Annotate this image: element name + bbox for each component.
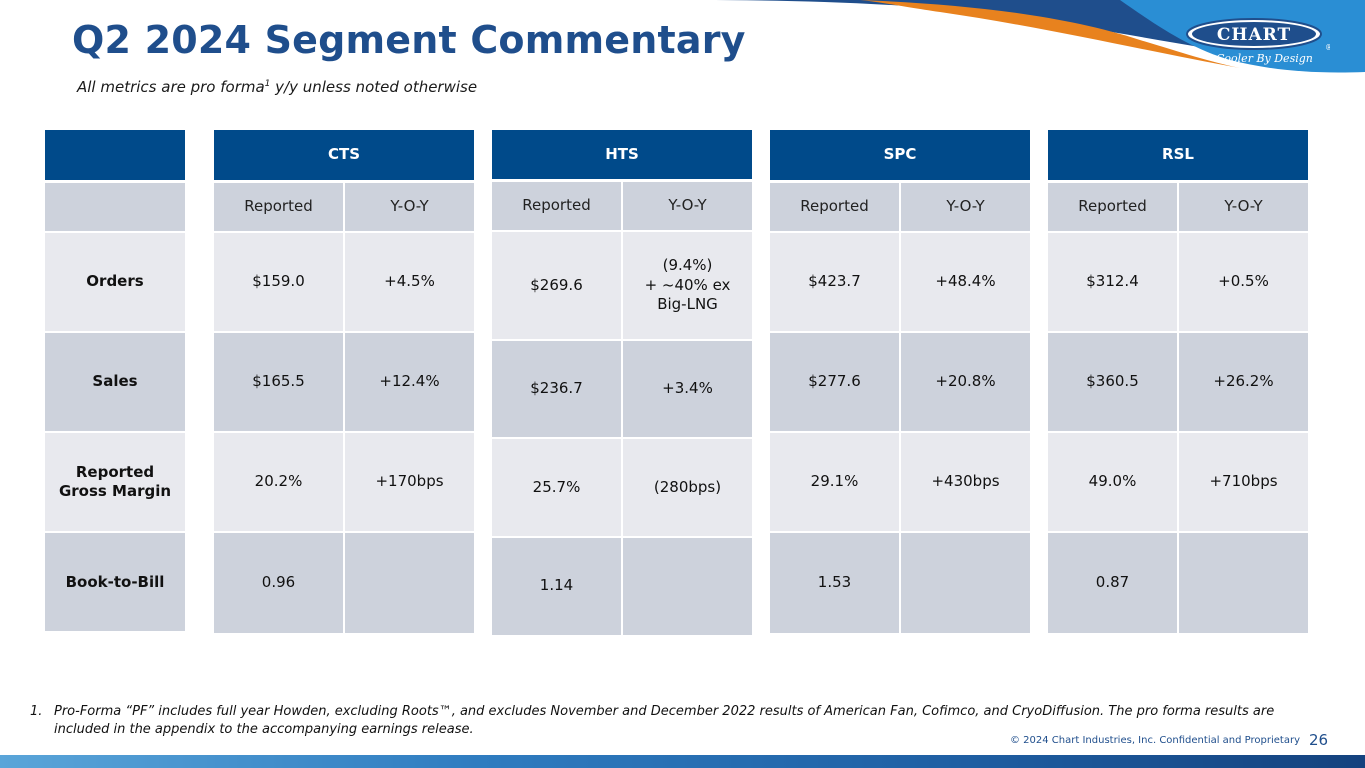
logo-text: CHART [1217, 25, 1291, 45]
hts-sales: $236.7 [492, 341, 621, 437]
hts-margin: 25.7% [492, 439, 621, 536]
segment-header: HTS [492, 130, 752, 179]
cts-book-to-bill: 0.96 [214, 533, 343, 633]
rsl-orders: $312.4 [1048, 233, 1177, 331]
segment-header: SPC [770, 130, 1030, 180]
rsl-sales: $360.5 [1048, 333, 1177, 431]
rsl-book-to-bill-yoy [1179, 533, 1308, 633]
segment-header: RSL [1048, 130, 1308, 180]
rsl-margin-yoy: +710bps [1179, 433, 1308, 531]
cts-sales-yoy: +12.4% [345, 333, 474, 431]
chart-logo: CHART ® [1186, 18, 1330, 52]
label-header-blank [45, 130, 185, 180]
svg-text:®: ® [1325, 43, 1330, 52]
spc-orders-yoy: +48.4% [901, 233, 1030, 331]
page-title: Q2 2024 Segment Commentary [72, 18, 746, 62]
spc-sales-yoy: +20.8% [901, 333, 1030, 431]
cts-orders: $159.0 [214, 233, 343, 331]
cts-margin: 20.2% [214, 433, 343, 531]
cts-book-to-bill-yoy [345, 533, 474, 633]
hts-sales-yoy: +3.4% [623, 341, 752, 437]
spc-margin-yoy: +430bps [901, 433, 1030, 531]
hts-book-to-bill-yoy [623, 538, 752, 635]
copyright-notice: © 2024 Chart Industries, Inc. Confidenti… [1010, 735, 1301, 746]
rsl-sales-yoy: +26.2% [1179, 333, 1308, 431]
col-header-yoy: Y-O-Y [1179, 183, 1308, 231]
page-number: 26 [1309, 731, 1329, 749]
row-label-book-to-bill: Book-to-Bill [45, 533, 185, 631]
segment-header: CTS [214, 130, 474, 180]
row-label-orders: Orders [45, 233, 185, 331]
spc-orders: $423.7 [770, 233, 899, 331]
spc-margin: 29.1% [770, 433, 899, 531]
cts-margin-yoy: +170bps [345, 433, 474, 531]
hts-orders-yoy: (9.4%) + ~40% ex Big-LNG [623, 232, 752, 339]
footnote-number: 1. [30, 704, 43, 719]
cts-orders-yoy: +4.5% [345, 233, 474, 331]
spc-sales: $277.6 [770, 333, 899, 431]
hts-margin-yoy: (280bps) [623, 439, 752, 536]
spc-book-to-bill: 1.53 [770, 533, 899, 633]
bottom-bar [0, 755, 1365, 768]
footnote-text: Pro-Forma “PF” includes full year Howden… [54, 704, 1275, 737]
hts-orders: $269.6 [492, 232, 621, 339]
logo-tagline: Cooler By Design [1216, 52, 1313, 65]
col-header-yoy: Y-O-Y [345, 183, 474, 231]
cts-sales: $165.5 [214, 333, 343, 431]
label-subheader-blank [45, 183, 185, 231]
col-header-yoy: Y-O-Y [623, 182, 752, 230]
footnote: 1. Pro-Forma “PF” includes full year How… [30, 703, 1310, 738]
col-header-yoy: Y-O-Y [901, 183, 1030, 231]
col-header-reported: Reported [492, 182, 621, 230]
rsl-orders-yoy: +0.5% [1179, 233, 1308, 331]
col-header-reported: Reported [1048, 183, 1177, 231]
col-header-reported: Reported [770, 183, 899, 231]
rsl-margin: 49.0% [1048, 433, 1177, 531]
rsl-book-to-bill: 0.87 [1048, 533, 1177, 633]
row-label-gross-margin: Reported Gross Margin [45, 433, 185, 531]
row-label-sales: Sales [45, 333, 185, 431]
hts-book-to-bill: 1.14 [492, 538, 621, 635]
spc-book-to-bill-yoy [901, 533, 1030, 633]
page-subtitle: All metrics are pro forma1 y/y unless no… [77, 78, 478, 96]
col-header-reported: Reported [214, 183, 343, 231]
